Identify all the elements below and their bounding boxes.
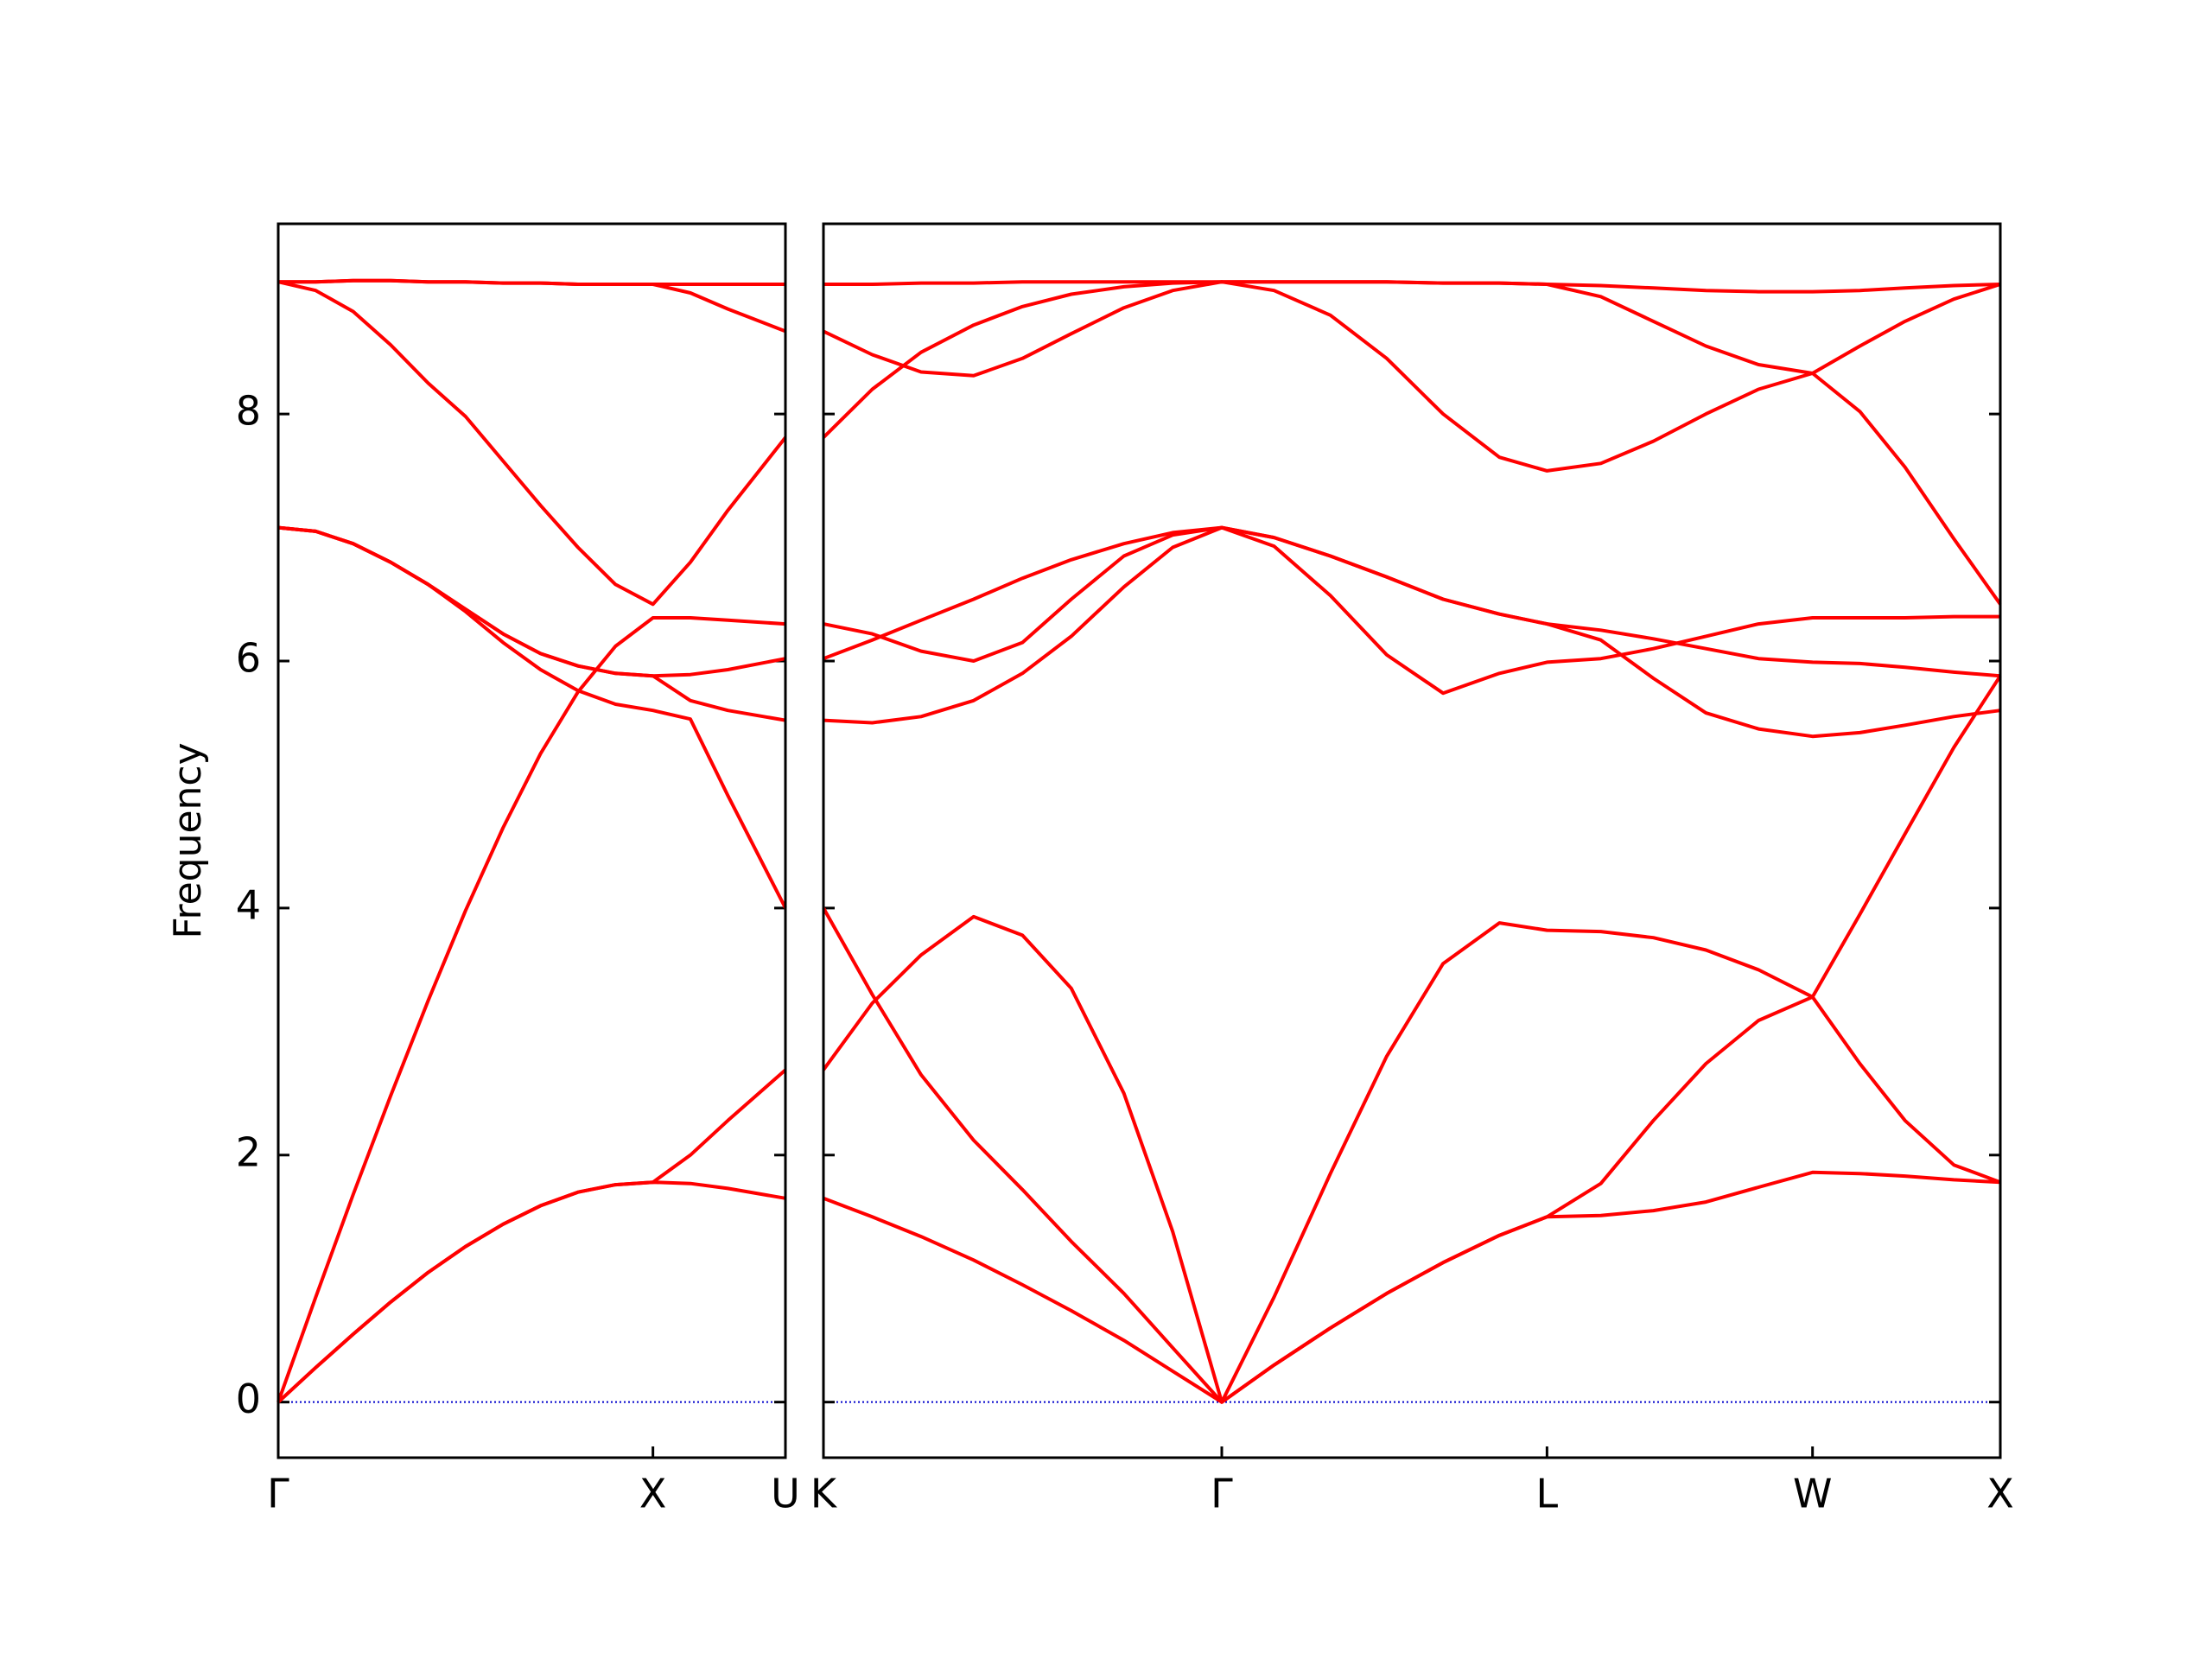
x-tick-label: X: [639, 1471, 667, 1517]
band-line: [277, 280, 787, 607]
band-line: [277, 525, 786, 678]
band-line: [822, 914, 2001, 1404]
band-line: [822, 280, 2002, 606]
x-tick-label: X: [1986, 1471, 2014, 1517]
x-tick-label: Γ: [267, 1471, 289, 1517]
band-line: [823, 525, 2000, 725]
band-line: [276, 1068, 787, 1404]
y-tick-label: 8: [236, 388, 261, 435]
y-tick-label: 4: [236, 881, 261, 928]
x-tick-label: U: [771, 1471, 800, 1517]
band-line: [276, 616, 786, 1403]
x-tick-label: Γ: [1211, 1471, 1233, 1517]
x-tick-label: L: [1536, 1471, 1559, 1517]
band-line: [823, 280, 2001, 294]
plot-frame: [822, 222, 2002, 1459]
band-line: [823, 525, 2001, 739]
y-tick-label: 2: [236, 1128, 261, 1175]
y-tick-label: 6: [236, 635, 261, 682]
band-line: [822, 675, 2002, 1404]
plot-frame: [276, 222, 787, 1459]
x-tick-label: K: [810, 1471, 838, 1517]
x-tick-label: W: [1793, 1471, 1832, 1517]
band-line: [278, 278, 785, 286]
y-axis-label: Frequency: [166, 742, 210, 938]
y-tick-label: 0: [236, 1376, 261, 1422]
